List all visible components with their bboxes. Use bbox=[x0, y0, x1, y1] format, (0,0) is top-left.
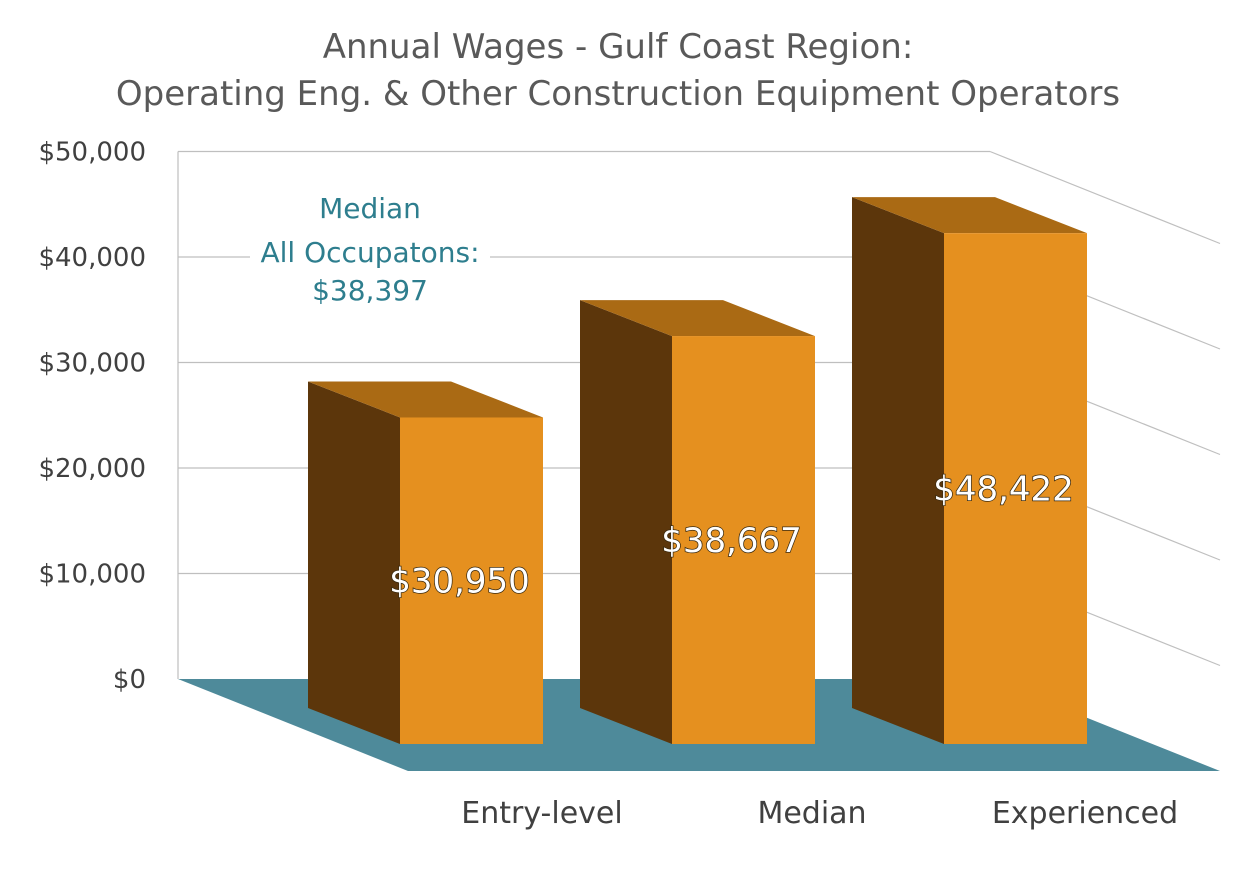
bar-top bbox=[852, 197, 1087, 234]
annotation-value: $38,397 bbox=[250, 272, 490, 310]
bar-side bbox=[308, 381, 400, 744]
bar bbox=[672, 336, 815, 744]
y-tick-label: $30,000 bbox=[38, 349, 146, 379]
bar-side bbox=[580, 300, 672, 744]
y-tick-label: $20,000 bbox=[38, 454, 146, 484]
annotation-line-1: Median bbox=[250, 190, 490, 228]
y-tick-label: $50,000 bbox=[38, 138, 146, 168]
data-label: $48,422 bbox=[933, 470, 1074, 510]
chart-subtitle: Operating Eng. & Other Construction Equi… bbox=[115, 74, 1121, 114]
x-category-label: Experienced bbox=[992, 796, 1178, 831]
bar bbox=[944, 233, 1087, 745]
y-tick-label: $10,000 bbox=[38, 560, 146, 590]
y-tick-label: $0 bbox=[113, 665, 146, 695]
side-gridline bbox=[989, 150, 1221, 245]
data-label: $30,950 bbox=[389, 562, 530, 602]
bar bbox=[400, 417, 543, 744]
bar-side bbox=[852, 197, 944, 745]
annotation-line-2: All Occupatons: bbox=[250, 234, 490, 272]
bar-top bbox=[308, 381, 543, 418]
data-label: $38,667 bbox=[661, 521, 802, 561]
y-tick-label: $40,000 bbox=[38, 243, 146, 273]
x-category-label: Entry-level bbox=[461, 796, 622, 831]
chart-title: Annual Wages - Gulf Coast Region: bbox=[322, 27, 914, 67]
bar-top bbox=[580, 300, 815, 337]
x-category-label: Median bbox=[757, 796, 866, 831]
